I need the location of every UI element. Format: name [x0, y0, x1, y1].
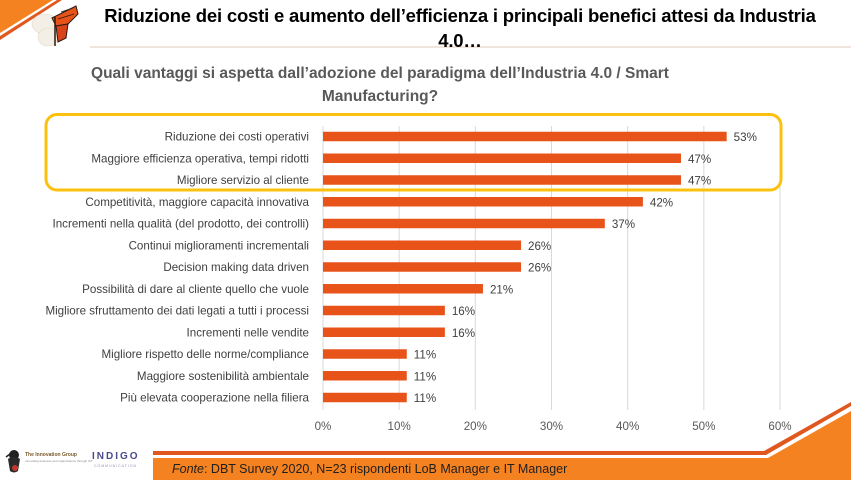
innovation-group-logo-icon: [5, 450, 20, 473]
category-label: Competitività, maggiore capacità innovat…: [85, 196, 309, 209]
category-label: Maggiore sostenibilità ambientale: [137, 370, 309, 383]
category-label: Continui miglioramenti incrementali: [129, 239, 309, 252]
data-label: 42%: [650, 196, 673, 209]
data-label: 16%: [452, 305, 475, 318]
data-label: 26%: [528, 240, 551, 253]
corner-triangle: [0, 0, 53, 33]
source-label: Fonte: [172, 462, 204, 476]
bar: [323, 327, 445, 337]
x-tick-label: 0%: [315, 420, 332, 433]
data-label: 37%: [612, 218, 635, 231]
bar-chart: Riduzione dei costi operativi Maggiore ef…: [44, 113, 792, 433]
x-tick-label: 10%: [388, 420, 411, 433]
bar: [323, 240, 522, 250]
category-label: Decision making data driven: [163, 261, 309, 274]
indigo-logo-sub: COMMUNICATION: [94, 464, 138, 468]
data-label: 11%: [414, 349, 436, 362]
data-label: 21%: [490, 283, 513, 296]
category-label: Più elevata cooperazione nella filiera: [120, 392, 309, 405]
slide-title: Riduzione dei costi e aumento dell’effic…: [104, 5, 816, 51]
category-label: Possibilità di dare al cliente quello ch…: [82, 283, 309, 296]
bar: [323, 305, 445, 316]
x-tick-label: 50%: [692, 420, 715, 433]
corner-stripe: [0, 0, 62, 40]
indigo-logo: INDIGO: [92, 451, 140, 462]
bar: [323, 218, 605, 229]
data-label: 11%: [414, 392, 436, 405]
title-separator: [90, 46, 851, 48]
bar: [323, 349, 407, 359]
bar: [323, 153, 681, 163]
bar: [323, 392, 407, 403]
x-tick-label: 30%: [540, 420, 563, 433]
category-label: Migliore servizio al cliente: [177, 174, 309, 187]
bar: [323, 284, 483, 294]
category-label: Migliore sfruttamento dei dati legati a …: [45, 305, 309, 318]
category-label: Riduzione dei costi operativi: [165, 131, 309, 144]
category-label: Maggiore efficienza operativa, tempi rid…: [91, 152, 309, 165]
innovation-group-tagline: Innovating business and organizations th…: [25, 459, 93, 463]
highlight-box: [44, 113, 783, 192]
data-label: 16%: [452, 327, 475, 340]
butterfly-icon: [31, 5, 79, 47]
bar: [323, 175, 681, 185]
data-label: 26%: [528, 262, 551, 275]
data-label: 11%: [414, 370, 436, 383]
source-note: Fonte: DBT Survey 2020, N=23 rispondenti…: [172, 462, 567, 476]
chart-title: Quali vantaggi si aspetta dall’adozione …: [91, 65, 669, 105]
category-label: Incrementi nella qualità (del prodotto, …: [53, 218, 310, 231]
footer-band: [153, 411, 851, 480]
bar: [323, 371, 407, 381]
data-label: 47%: [688, 175, 711, 188]
bar: [323, 197, 643, 207]
x-tick-label: 40%: [616, 420, 639, 433]
category-label: Incrementi nelle vendite: [187, 326, 309, 339]
data-label: 53%: [734, 131, 757, 144]
category-label: Migliore rispetto delle norme/compliance: [102, 348, 310, 361]
innovation-group-logo: The Innovation Group: [25, 452, 77, 458]
bar: [323, 131, 727, 142]
x-tick-label: 20%: [464, 420, 487, 433]
x-tick-label: 60%: [768, 420, 791, 433]
source-text: : DBT Survey 2020, N=23 rispondenti LoB …: [203, 462, 568, 476]
bar: [323, 262, 522, 272]
data-label: 47%: [688, 153, 711, 166]
